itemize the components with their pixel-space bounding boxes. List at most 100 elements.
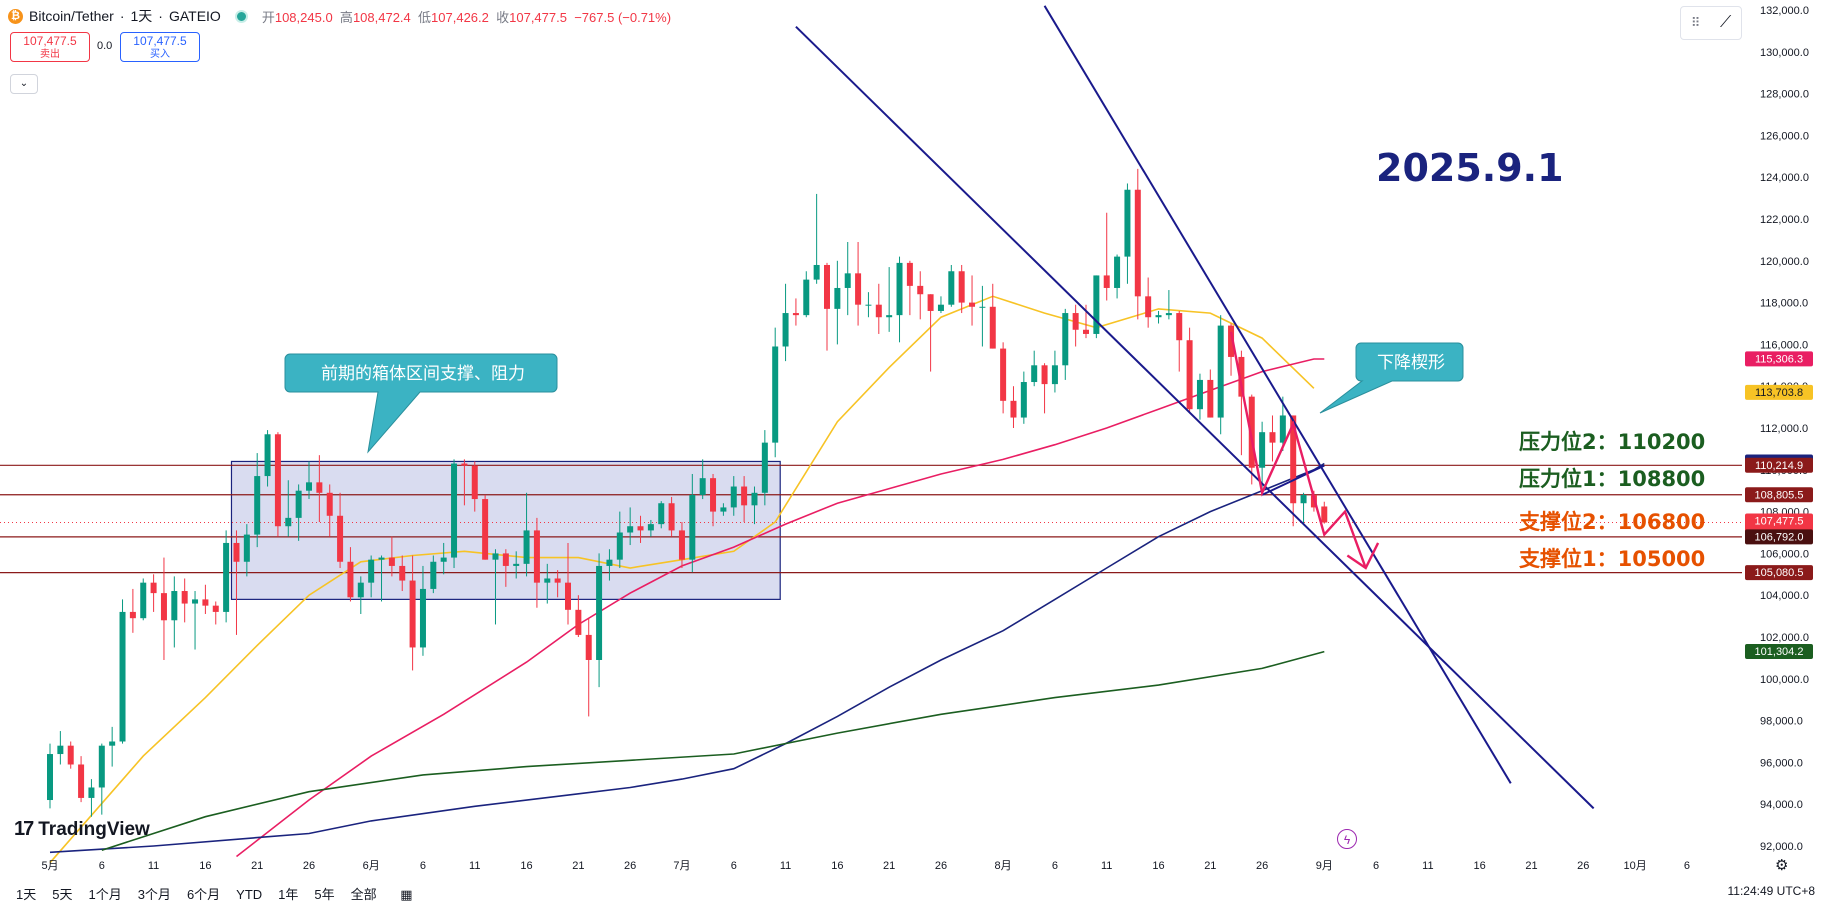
box-callout-bubble[interactable] bbox=[284, 353, 558, 454]
candle[interactable] bbox=[730, 476, 737, 516]
candle[interactable] bbox=[306, 461, 312, 500]
candle[interactable] bbox=[285, 480, 292, 537]
collapse-toggle-button[interactable]: ⌄ bbox=[10, 74, 38, 94]
wedge-callout-bubble[interactable] bbox=[1319, 342, 1464, 414]
drag-handle-icon[interactable]: ⠿ bbox=[1690, 15, 1701, 30]
candle[interactable] bbox=[326, 484, 333, 537]
candle[interactable] bbox=[347, 547, 354, 602]
candle[interactable] bbox=[751, 486, 758, 525]
candle[interactable] bbox=[140, 578, 147, 621]
projection-path[interactable] bbox=[1229, 331, 1367, 569]
candle[interactable] bbox=[223, 530, 230, 623]
candle[interactable] bbox=[1217, 315, 1224, 435]
candle[interactable] bbox=[979, 285, 986, 347]
candle[interactable] bbox=[1186, 327, 1193, 414]
candle[interactable] bbox=[720, 503, 727, 516]
candle[interactable] bbox=[544, 563, 551, 604]
candle[interactable] bbox=[1062, 308, 1069, 380]
buy-button[interactable]: 107,477.5 买入 bbox=[120, 32, 200, 62]
candle[interactable] bbox=[160, 557, 167, 660]
candle[interactable] bbox=[1155, 310, 1162, 324]
candle[interactable] bbox=[1145, 277, 1152, 328]
candle[interactable] bbox=[1176, 310, 1183, 372]
candle[interactable] bbox=[875, 283, 882, 334]
candle[interactable] bbox=[855, 241, 862, 326]
timeframe-button[interactable]: 5年 bbox=[314, 887, 335, 902]
timeframe-button[interactable]: YTD bbox=[236, 887, 263, 902]
candle[interactable] bbox=[772, 327, 779, 458]
candle[interactable] bbox=[1228, 323, 1235, 376]
drawing-toolbox[interactable]: ⠿ ⟋ bbox=[1680, 6, 1742, 40]
candle[interactable] bbox=[1000, 342, 1007, 414]
candle[interactable] bbox=[803, 271, 810, 318]
trendline[interactable] bbox=[1261, 464, 1325, 496]
candle[interactable] bbox=[585, 618, 592, 717]
candle[interactable] bbox=[813, 193, 820, 284]
candle[interactable] bbox=[461, 459, 468, 506]
candle[interactable] bbox=[1259, 421, 1266, 491]
candle[interactable] bbox=[1290, 415, 1297, 527]
trendline[interactable] bbox=[1043, 5, 1512, 784]
candle[interactable] bbox=[1020, 371, 1027, 424]
candle[interactable] bbox=[440, 542, 447, 575]
candle[interactable] bbox=[212, 601, 219, 625]
candle[interactable] bbox=[1321, 501, 1328, 524]
candle[interactable] bbox=[637, 515, 644, 543]
candle[interactable] bbox=[761, 430, 768, 506]
candle[interactable] bbox=[202, 584, 209, 615]
lightning-icon[interactable]: ϟ bbox=[1337, 829, 1357, 849]
candle[interactable] bbox=[627, 507, 634, 546]
candle[interactable] bbox=[1134, 168, 1141, 320]
candle[interactable] bbox=[658, 501, 665, 529]
candle[interactable] bbox=[1124, 183, 1131, 284]
timeframe-button[interactable]: 5天 bbox=[52, 887, 73, 902]
candle[interactable] bbox=[792, 298, 799, 326]
candle[interactable] bbox=[378, 555, 385, 602]
candle[interactable] bbox=[689, 473, 696, 573]
candle[interactable] bbox=[906, 260, 913, 316]
candle[interactable] bbox=[647, 519, 654, 537]
candle[interactable] bbox=[399, 555, 406, 592]
candle[interactable] bbox=[47, 743, 53, 809]
candle[interactable] bbox=[927, 294, 934, 372]
timeframe-button[interactable]: 全部 bbox=[350, 887, 377, 902]
candle[interactable] bbox=[668, 496, 675, 537]
candle[interactable] bbox=[1196, 373, 1203, 420]
candle[interactable] bbox=[575, 595, 582, 637]
candle[interactable] bbox=[937, 296, 944, 314]
candle[interactable] bbox=[533, 517, 540, 608]
candle[interactable] bbox=[502, 549, 509, 587]
candle[interactable] bbox=[710, 473, 717, 527]
calendar-icon[interactable]: ▦ bbox=[400, 887, 413, 902]
candle[interactable] bbox=[1072, 304, 1079, 347]
candle[interactable] bbox=[1041, 363, 1048, 414]
candle[interactable] bbox=[243, 524, 250, 577]
candle[interactable] bbox=[471, 461, 478, 512]
chart-line-icon[interactable]: ⟋ bbox=[1719, 14, 1732, 31]
candle[interactable] bbox=[1051, 350, 1058, 393]
candle[interactable] bbox=[57, 731, 64, 765]
candle[interactable] bbox=[274, 432, 281, 537]
candle[interactable] bbox=[67, 741, 74, 769]
candle[interactable] bbox=[606, 549, 613, 581]
candle[interactable] bbox=[409, 555, 416, 671]
candle[interactable] bbox=[192, 591, 199, 650]
candle[interactable] bbox=[419, 565, 426, 656]
candle[interactable] bbox=[264, 430, 271, 487]
candle[interactable] bbox=[896, 256, 903, 343]
candle[interactable] bbox=[523, 492, 530, 577]
candle[interactable] bbox=[824, 262, 830, 351]
candle[interactable] bbox=[554, 570, 561, 598]
candle[interactable] bbox=[181, 578, 188, 623]
candle[interactable] bbox=[596, 553, 603, 688]
candle[interactable] bbox=[388, 536, 395, 577]
candle[interactable] bbox=[337, 492, 344, 569]
candle[interactable] bbox=[1010, 386, 1017, 428]
candle[interactable] bbox=[844, 241, 851, 316]
candle[interactable] bbox=[482, 494, 489, 560]
candle[interactable] bbox=[1238, 350, 1245, 456]
candle[interactable] bbox=[171, 576, 178, 648]
candle[interactable] bbox=[129, 588, 136, 633]
candle[interactable] bbox=[254, 453, 261, 548]
